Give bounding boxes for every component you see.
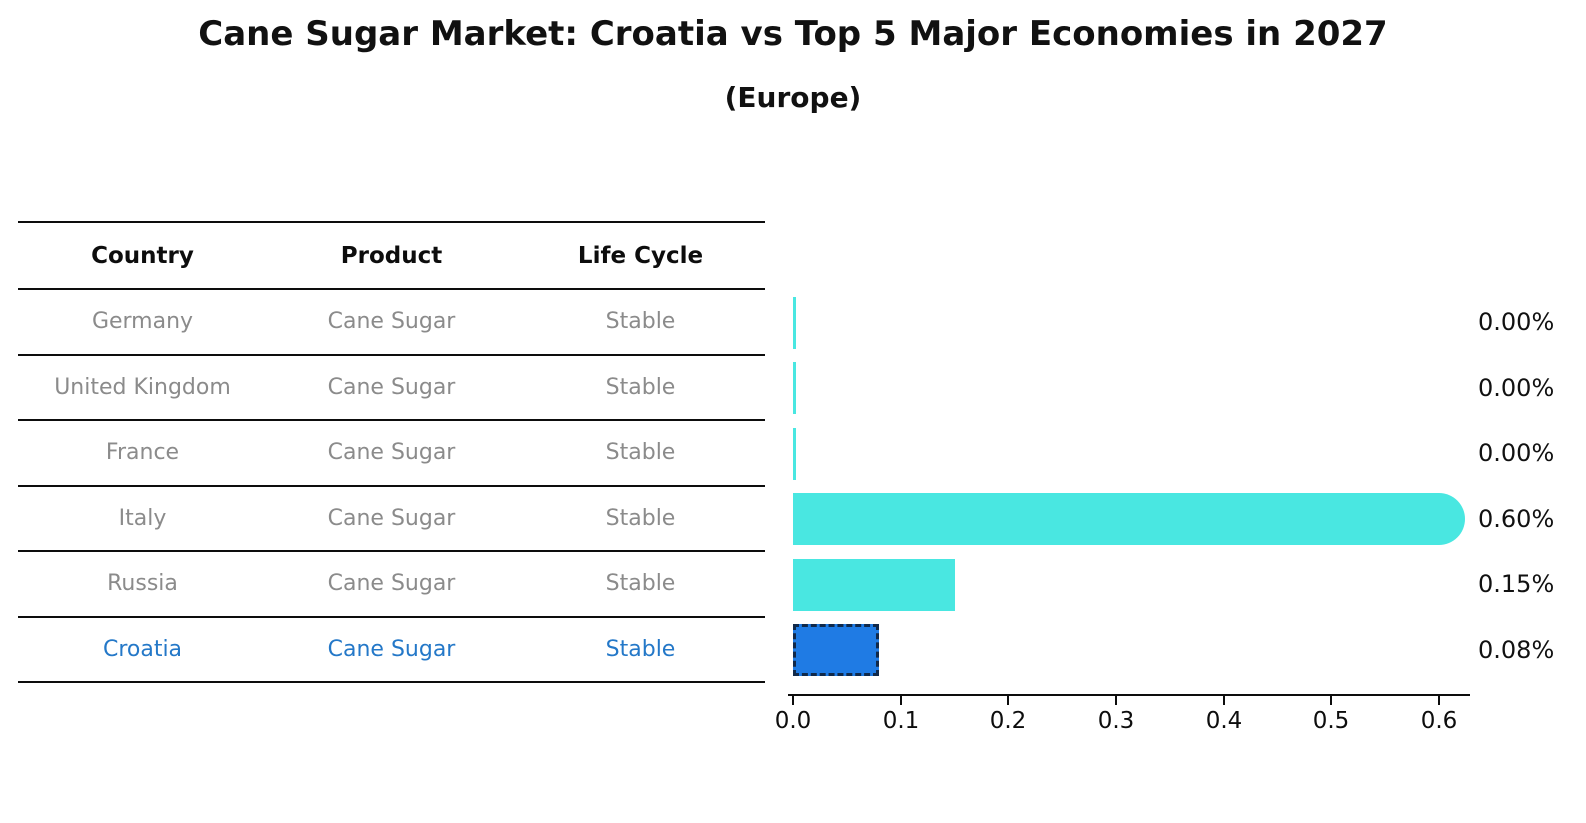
value-label-germany: 0.00% bbox=[1478, 308, 1555, 336]
cell-life-cycle: Stable bbox=[605, 571, 676, 597]
x-axis-tick bbox=[1115, 696, 1117, 705]
value-label-russia: 0.15% bbox=[1478, 570, 1555, 598]
bar-row-russia: 0.15% bbox=[793, 552, 1586, 618]
table-row-germany: Germany Cane Sugar Stable bbox=[18, 290, 765, 356]
table-header-row: Country Product Life Cycle bbox=[18, 223, 765, 290]
bar-row-france: 0.00% bbox=[793, 421, 1586, 487]
x-axis-tick-label: 0.6 bbox=[1420, 708, 1458, 734]
x-axis-tick-label: 0.5 bbox=[1312, 708, 1350, 734]
value-label-france: 0.00% bbox=[1478, 439, 1555, 467]
value-label-italy: 0.60% bbox=[1478, 504, 1555, 533]
bar-row-germany: 0.00% bbox=[793, 290, 1586, 356]
x-axis-tick bbox=[900, 696, 902, 705]
value-label-croatia: 0.08% bbox=[1478, 635, 1555, 664]
bar-germany bbox=[793, 296, 796, 349]
bar-croatia-highlighted bbox=[793, 624, 880, 676]
bar-italy bbox=[793, 493, 1466, 545]
x-axis-tick-label: 0.2 bbox=[989, 708, 1027, 734]
cell-product: Cane Sugar bbox=[327, 505, 456, 531]
page-title: Cane Sugar Market: Croatia vs Top 5 Majo… bbox=[198, 14, 1388, 54]
cell-life-cycle: Stable bbox=[605, 505, 676, 531]
table-row-united-kingdom: United Kingdom Cane Sugar Stable bbox=[18, 356, 765, 421]
column-header-life-cycle: Life Cycle bbox=[577, 242, 704, 269]
cell-country: Russia bbox=[107, 571, 178, 597]
cell-country: United Kingdom bbox=[54, 374, 231, 400]
x-axis-tick bbox=[792, 696, 794, 705]
page-subtitle: (Europe) bbox=[724, 81, 862, 114]
cell-country: France bbox=[105, 440, 180, 466]
bar-row-italy: 0.60% bbox=[793, 487, 1586, 553]
cell-life-cycle: Stable bbox=[605, 440, 676, 466]
x-axis-tick-label: 0.1 bbox=[882, 708, 920, 734]
table-row-italy: Italy Cane Sugar Stable bbox=[18, 487, 765, 552]
x-axis-tick-label: 0.0 bbox=[774, 708, 812, 734]
x-axis-tick bbox=[1438, 696, 1440, 705]
cell-product: Cane Sugar bbox=[327, 571, 456, 597]
country-table: Country Product Life Cycle Germany Cane … bbox=[18, 221, 765, 683]
table-row-croatia: Croatia Cane Sugar Stable bbox=[18, 618, 765, 683]
column-header-product: Product bbox=[340, 242, 443, 269]
cell-country: Italy bbox=[118, 505, 167, 531]
cell-product: Cane Sugar bbox=[327, 374, 456, 400]
column-header-country: Country bbox=[91, 242, 194, 269]
bar-united-kingdom bbox=[793, 362, 796, 414]
bar-france bbox=[793, 427, 796, 480]
cell-life-cycle: Stable bbox=[605, 636, 676, 662]
table-row-france: France Cane Sugar Stable bbox=[18, 421, 765, 487]
x-axis-tick-label: 0.3 bbox=[1097, 708, 1135, 734]
cell-life-cycle: Stable bbox=[605, 374, 676, 400]
bar-russia bbox=[793, 558, 955, 611]
bar-row-croatia: 0.08% bbox=[793, 618, 1586, 684]
x-axis-tick bbox=[1223, 696, 1225, 705]
cell-product: Cane Sugar bbox=[327, 440, 456, 466]
cell-country: Germany bbox=[91, 309, 194, 335]
cell-product: Cane Sugar bbox=[327, 309, 456, 335]
cell-country: Croatia bbox=[102, 636, 183, 662]
cell-life-cycle: Stable bbox=[605, 309, 676, 335]
x-axis-tick-label: 0.4 bbox=[1205, 708, 1243, 734]
value-label-united-kingdom: 0.00% bbox=[1478, 373, 1555, 402]
table-row-russia: Russia Cane Sugar Stable bbox=[18, 552, 765, 618]
bar-row-united-kingdom: 0.00% bbox=[793, 356, 1586, 422]
x-axis-tick bbox=[1007, 696, 1009, 705]
x-axis-line bbox=[788, 694, 1470, 696]
bar-plot: 0.00% 0.00% 0.00% 0.60% 0.15% 0.08% bbox=[793, 290, 1586, 683]
cell-product: Cane Sugar bbox=[327, 636, 456, 662]
x-axis-tick bbox=[1330, 696, 1332, 705]
